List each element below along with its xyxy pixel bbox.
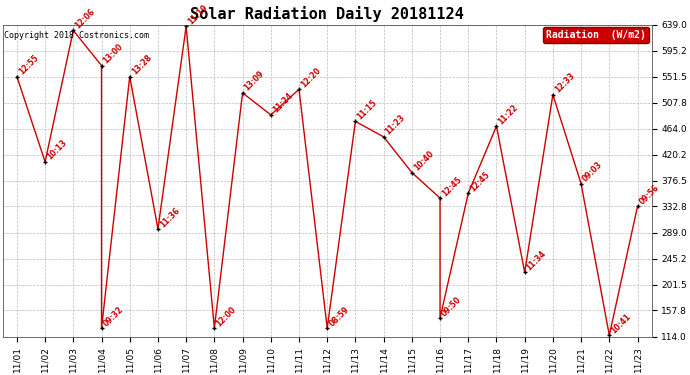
Text: 08:59: 08:59	[327, 305, 351, 328]
Text: 11:22: 11:22	[497, 103, 520, 126]
Text: 11:24: 11:24	[270, 92, 294, 115]
Text: 13:00: 13:00	[101, 42, 125, 66]
Text: 11:23: 11:23	[384, 113, 407, 137]
Text: 12:45: 12:45	[469, 170, 491, 193]
Text: 13:09: 13:09	[243, 69, 266, 93]
Text: 11:34: 11:34	[524, 249, 548, 272]
Text: 11:15: 11:15	[355, 98, 379, 122]
Text: 12:00: 12:00	[215, 305, 238, 328]
Text: 12:06: 12:06	[73, 7, 97, 30]
Text: 09:56: 09:56	[638, 183, 661, 206]
Legend: Radiation  (W/m2): Radiation (W/m2)	[543, 27, 649, 44]
Text: 10:41: 10:41	[609, 312, 633, 335]
Text: 09:03: 09:03	[581, 160, 604, 184]
Text: Copyright 2018 Costronics.com: Copyright 2018 Costronics.com	[4, 31, 149, 40]
Text: 09:50: 09:50	[440, 295, 464, 318]
Text: 11:36: 11:36	[158, 206, 181, 229]
Text: 12:20: 12:20	[299, 66, 322, 89]
Text: 11:19: 11:19	[186, 3, 210, 26]
Text: 10:40: 10:40	[412, 149, 435, 172]
Text: 13:28: 13:28	[130, 53, 153, 76]
Text: 12:45: 12:45	[440, 175, 464, 198]
Text: 12:55: 12:55	[17, 53, 40, 76]
Title: Solar Radiation Daily 20181124: Solar Radiation Daily 20181124	[190, 6, 464, 22]
Text: 09:32: 09:32	[101, 305, 125, 328]
Text: 12:33: 12:33	[553, 71, 576, 94]
Text: 10:13: 10:13	[45, 138, 68, 162]
